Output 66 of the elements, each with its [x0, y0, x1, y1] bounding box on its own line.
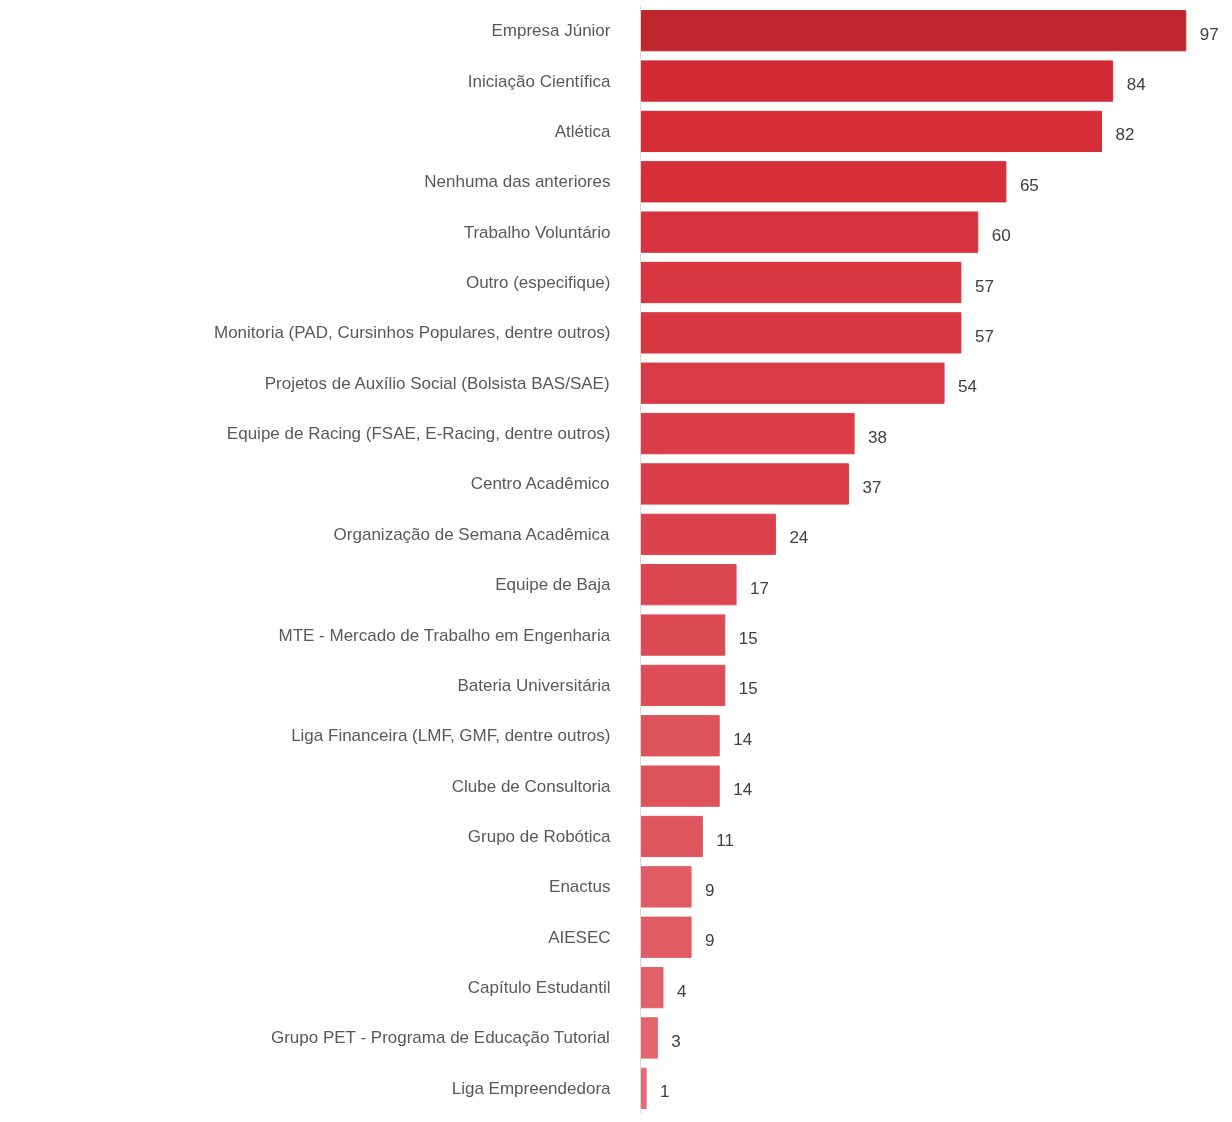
data-label: 38 [868, 427, 888, 447]
bar [640, 966, 664, 1009]
y-tick-label: Bateria Universitária [457, 675, 612, 695]
bar [640, 463, 849, 505]
y-tick-label: Enactus [549, 877, 611, 897]
bar [640, 412, 855, 455]
y-tick-label: Organização de Semana Acadêmica [333, 524, 611, 544]
y-tick-label: MTE - Mercado de Trabalho em Engenharia [278, 625, 611, 645]
y-tick-label: Projetos de Auxílio Social (Bolsista BAS/SAE) [264, 373, 610, 393]
data-label: 65 [1019, 175, 1039, 195]
y-tick-label: Outro (especifique) [465, 273, 611, 292]
data-label: 57 [974, 276, 994, 296]
y-tick-label: Liga Financeira (LMF, GMF, dentre outros) [291, 726, 611, 746]
bar [640, 1017, 658, 1059]
bar [640, 866, 692, 908]
data-label: 60 [991, 226, 1011, 246]
bar [640, 916, 692, 958]
bar [640, 60, 1114, 102]
y-tick-label: Grupo de Robótica [467, 827, 612, 846]
y-tick-label: AIESEC [548, 927, 611, 947]
bar [640, 614, 726, 656]
y-tick-label: Grupo PET - Programa de Educação Tutorial [270, 1028, 610, 1048]
bar [640, 815, 703, 858]
y-tick-label: Capítulo Estudantil [467, 978, 611, 998]
data-label: 3 [671, 1031, 681, 1051]
bar [640, 110, 1102, 153]
y-tick-label: Monitoria (PAD, Cursinhos Populares, dentre outros) [213, 323, 611, 343]
bar [640, 715, 720, 757]
y-tick-label: Centro Acadêmico [470, 474, 610, 494]
data-label: 37 [862, 477, 882, 497]
bar [640, 513, 776, 555]
data-label: 82 [1115, 125, 1135, 145]
y-tick-label: Nenhuma das anteriores [424, 172, 611, 192]
data-label: 54 [958, 377, 977, 397]
data-label: 11 [716, 830, 734, 850]
y-tick-label: Equipe de Racing (FSAE, E-Racing, dentre outros) [226, 424, 611, 444]
data-label: 1 [660, 1082, 670, 1102]
data-label: 15 [738, 629, 758, 649]
bar [640, 664, 726, 707]
data-label: 9 [705, 880, 715, 900]
bar [640, 564, 737, 606]
data-label: 14 [733, 729, 753, 749]
bar [640, 312, 962, 354]
bar [640, 10, 1187, 52]
data-label: 9 [705, 931, 715, 951]
bar [640, 1067, 647, 1109]
y-tick-label: Atlética [554, 121, 612, 141]
y-tick-label: Liga Empreendedora [451, 1078, 612, 1098]
data-label: 14 [733, 780, 753, 800]
data-label: 97 [1199, 24, 1219, 44]
y-tick-label: Iniciação Científica [467, 71, 612, 91]
y-tick-label: Clube de Consultoria [451, 776, 612, 796]
bar [640, 362, 945, 404]
bar [640, 765, 720, 807]
data-label: 84 [1126, 75, 1146, 95]
y-tick-label: Empresa Júnior [491, 21, 611, 41]
bar [640, 211, 979, 253]
data-label: 24 [789, 528, 809, 548]
data-label: 57 [974, 326, 994, 346]
data-label: 15 [738, 679, 758, 699]
data-label: 17 [750, 578, 769, 598]
y-tick-label: Equipe de Baja [495, 575, 612, 595]
bar [640, 161, 1007, 203]
bar [640, 261, 962, 304]
y-tick-label: Trabalho Voluntário [463, 222, 611, 242]
data-label: 4 [676, 981, 687, 1001]
